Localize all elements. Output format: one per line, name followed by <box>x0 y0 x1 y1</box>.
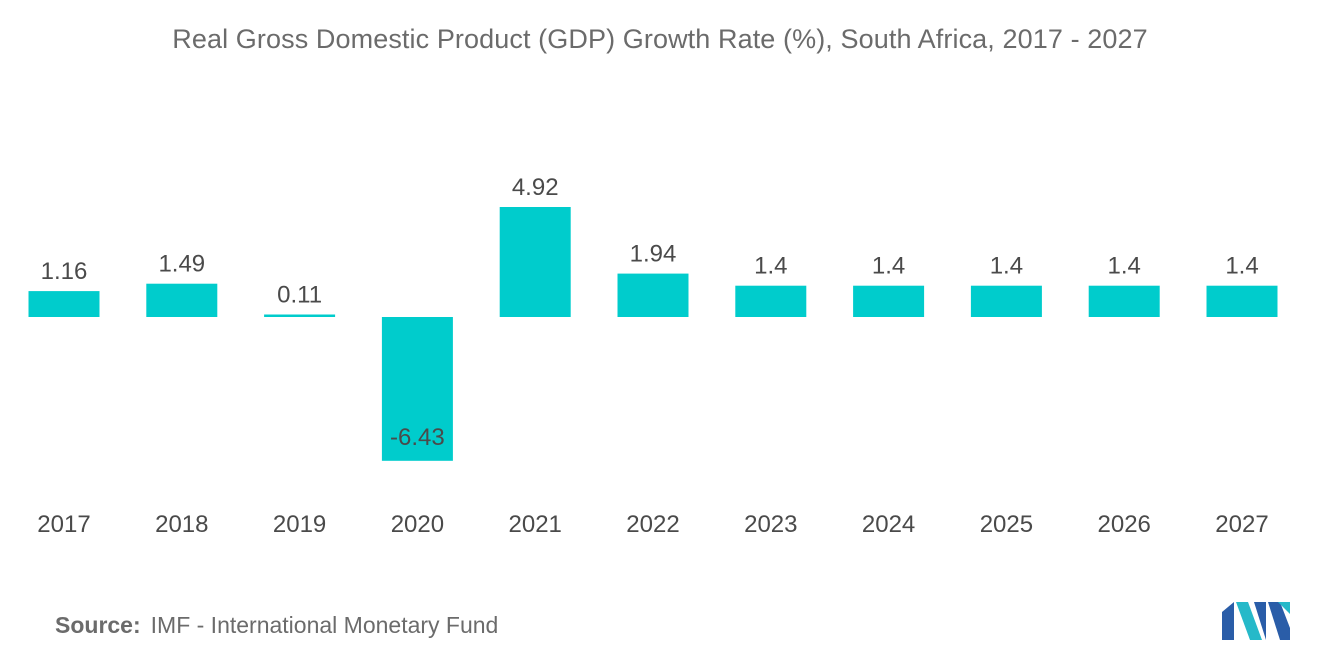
data-label-2025: 1.4 <box>990 253 1023 280</box>
source-text: IMF - International Monetary Fund <box>150 612 499 638</box>
x-tick-label-2018: 2018 <box>155 511 208 538</box>
x-tick-label-2022: 2022 <box>626 511 679 538</box>
x-tick-label-2023: 2023 <box>744 511 797 538</box>
bar-chart: 1.16 2017 1.49 2018 0.11 2019 -6.43 2020 4.92 202… <box>28 174 1278 538</box>
x-tick-label-2017: 2017 <box>37 511 90 538</box>
source-label: Source: <box>55 612 141 638</box>
bar-2024 <box>853 285 925 317</box>
bar-2017 <box>28 291 100 317</box>
bar-2019 <box>264 314 336 317</box>
data-label-2027: 1.4 <box>1225 253 1258 280</box>
bar-2026 <box>1088 285 1160 317</box>
x-tick-label-2021: 2021 <box>509 511 562 538</box>
bar-2022 <box>617 273 689 317</box>
bar-2021 <box>499 207 571 317</box>
x-tick-label-2019: 2019 <box>273 511 326 538</box>
data-label-2021: 4.92 <box>512 174 559 201</box>
data-label-2020: -6.43 <box>390 424 445 451</box>
data-label-2024: 1.4 <box>872 253 905 280</box>
bar-2018 <box>146 283 218 317</box>
bar-2023 <box>735 285 807 317</box>
chart-title: Real Gross Domestic Product (GDP) Growth… <box>172 24 1148 54</box>
company-logo-icon <box>1222 602 1290 640</box>
data-label-2026: 1.4 <box>1108 253 1141 280</box>
x-tick-label-2024: 2024 <box>862 511 915 538</box>
x-tick-label-2027: 2027 <box>1215 511 1268 538</box>
x-tick-label-2020: 2020 <box>391 511 444 538</box>
data-label-2017: 1.16 <box>41 258 88 285</box>
x-tick-label-2025: 2025 <box>980 511 1033 538</box>
data-label-2018: 1.49 <box>158 251 205 278</box>
data-label-2019: 0.11 <box>277 282 322 309</box>
bar-2027 <box>1206 285 1278 317</box>
data-label-2023: 1.4 <box>754 253 787 280</box>
bar-2020 <box>381 317 453 461</box>
source-note: Source: IMF - International Monetary Fund <box>55 612 498 639</box>
x-tick-label-2026: 2026 <box>1098 511 1151 538</box>
bar-2025 <box>970 285 1042 317</box>
data-label-2022: 1.94 <box>630 241 677 268</box>
